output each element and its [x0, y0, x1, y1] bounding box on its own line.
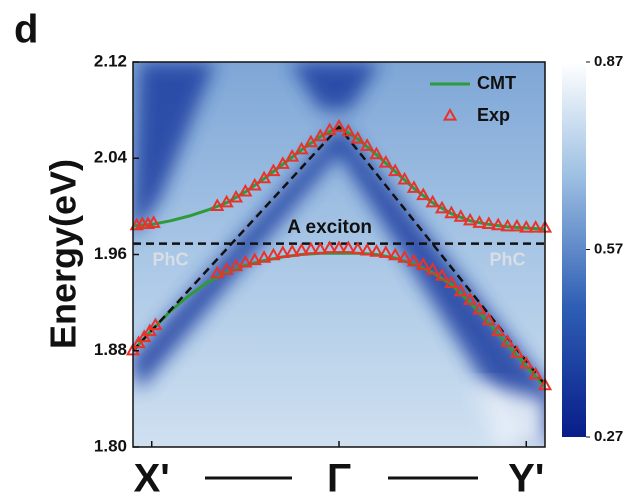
exp-marker: [406, 253, 422, 267]
exp-marker: [350, 241, 365, 255]
exp-marker: [425, 262, 440, 275]
exp-marker: [453, 283, 468, 297]
legend-label: Exp: [477, 105, 510, 125]
exp-marker: [238, 183, 253, 197]
exp-marker: [146, 215, 161, 228]
exp-marker: [322, 122, 337, 136]
exp-marker: [228, 258, 244, 272]
exp-marker: [509, 345, 525, 358]
exp-marker: [444, 275, 459, 288]
exp-marker: [210, 198, 225, 211]
exp-marker: [378, 155, 393, 168]
exp-marker: [519, 219, 534, 233]
exp-marker: [294, 242, 309, 256]
exp-marker: [331, 118, 347, 132]
exp-marker: [219, 194, 234, 208]
exp-marker: [434, 268, 450, 281]
x-tick-label: Γ: [327, 457, 351, 501]
exp-marker: [444, 205, 459, 219]
exp-marker: [341, 123, 356, 137]
exp-marker: [369, 244, 384, 257]
exp-marker: [519, 355, 534, 369]
exp-marker: [142, 323, 157, 337]
exp-marker: [256, 170, 272, 184]
exp-marker: [416, 257, 431, 270]
exp-marker: [313, 241, 328, 255]
legend-label: CMT: [477, 73, 516, 93]
y-tick-label: 1.88: [94, 340, 127, 359]
colorbar-tick-label: 0.57: [594, 240, 623, 257]
annotation: A exciton: [287, 217, 372, 238]
exp-marker: [275, 245, 290, 258]
exp-marker: [491, 217, 506, 231]
exp-marker: [359, 242, 375, 256]
exp-marker: [247, 252, 262, 266]
exp-marker: [472, 215, 487, 228]
exp-marker: [359, 138, 375, 151]
exp-marker: [285, 149, 300, 162]
exp-marker: [256, 250, 272, 263]
exp-marker: [294, 141, 309, 155]
exp-marker: [481, 216, 496, 230]
panel-label: d: [14, 8, 38, 52]
exp-marker: [378, 245, 393, 258]
exp-marker: [528, 219, 543, 233]
exp-marker: [313, 128, 328, 142]
y-tick-label: 2.04: [94, 148, 128, 167]
exp-marker: [331, 240, 347, 254]
exp-marker: [219, 262, 234, 275]
exp-marker: [266, 247, 281, 261]
exp-marker: [462, 292, 478, 305]
exp-marker: [238, 254, 253, 268]
legend-marker: [442, 107, 458, 121]
exp-marker: [303, 241, 319, 255]
exp-marker: [425, 194, 440, 208]
exp-marker: [137, 329, 152, 343]
exp-marker: [266, 163, 281, 177]
exp-marker: [434, 200, 450, 214]
exp-marker: [416, 187, 431, 201]
exp-marker: [131, 335, 146, 349]
exp-marker: [509, 218, 525, 232]
y-axis-label: Energy(eV): [43, 159, 84, 349]
colorbar-tick-label: 0.27: [594, 428, 623, 445]
annotation: PhC: [490, 249, 526, 269]
exp-marker: [369, 146, 384, 160]
exp-marker: [322, 240, 337, 254]
y-tick-label: 2.12: [94, 51, 127, 70]
exp-marker: [453, 209, 468, 222]
exp-marker: [210, 265, 225, 279]
exp-marker: [397, 171, 412, 185]
exp-marker: [275, 156, 290, 169]
exp-marker: [528, 366, 543, 380]
exp-marker: [397, 250, 412, 263]
exp-marker: [481, 312, 496, 326]
exp-marker: [388, 247, 403, 261]
exp-marker: [341, 240, 356, 254]
exp-marker: [303, 134, 319, 148]
exp-marker: [388, 163, 403, 177]
x-tick-label: X': [134, 457, 170, 501]
y-tick-label: 1.80: [94, 436, 127, 455]
exp-marker: [247, 177, 262, 191]
exp-marker: [285, 244, 300, 257]
exp-marker: [491, 323, 506, 337]
exp-marker: [148, 317, 163, 331]
colorbar-tick-label: 0.87: [594, 53, 623, 70]
exp-marker: [462, 212, 478, 226]
exp-marker: [350, 130, 365, 144]
x-tick-label: Y': [508, 457, 544, 501]
annotation: PhC: [152, 249, 188, 269]
exp-marker: [500, 334, 515, 347]
y-tick-label: 1.96: [94, 244, 127, 263]
colorbar: [562, 62, 586, 437]
exp-marker: [228, 189, 244, 203]
exp-marker: [406, 180, 422, 193]
exp-marker: [500, 218, 515, 232]
exp-marker: [472, 301, 487, 315]
reference-line: [133, 125, 545, 386]
